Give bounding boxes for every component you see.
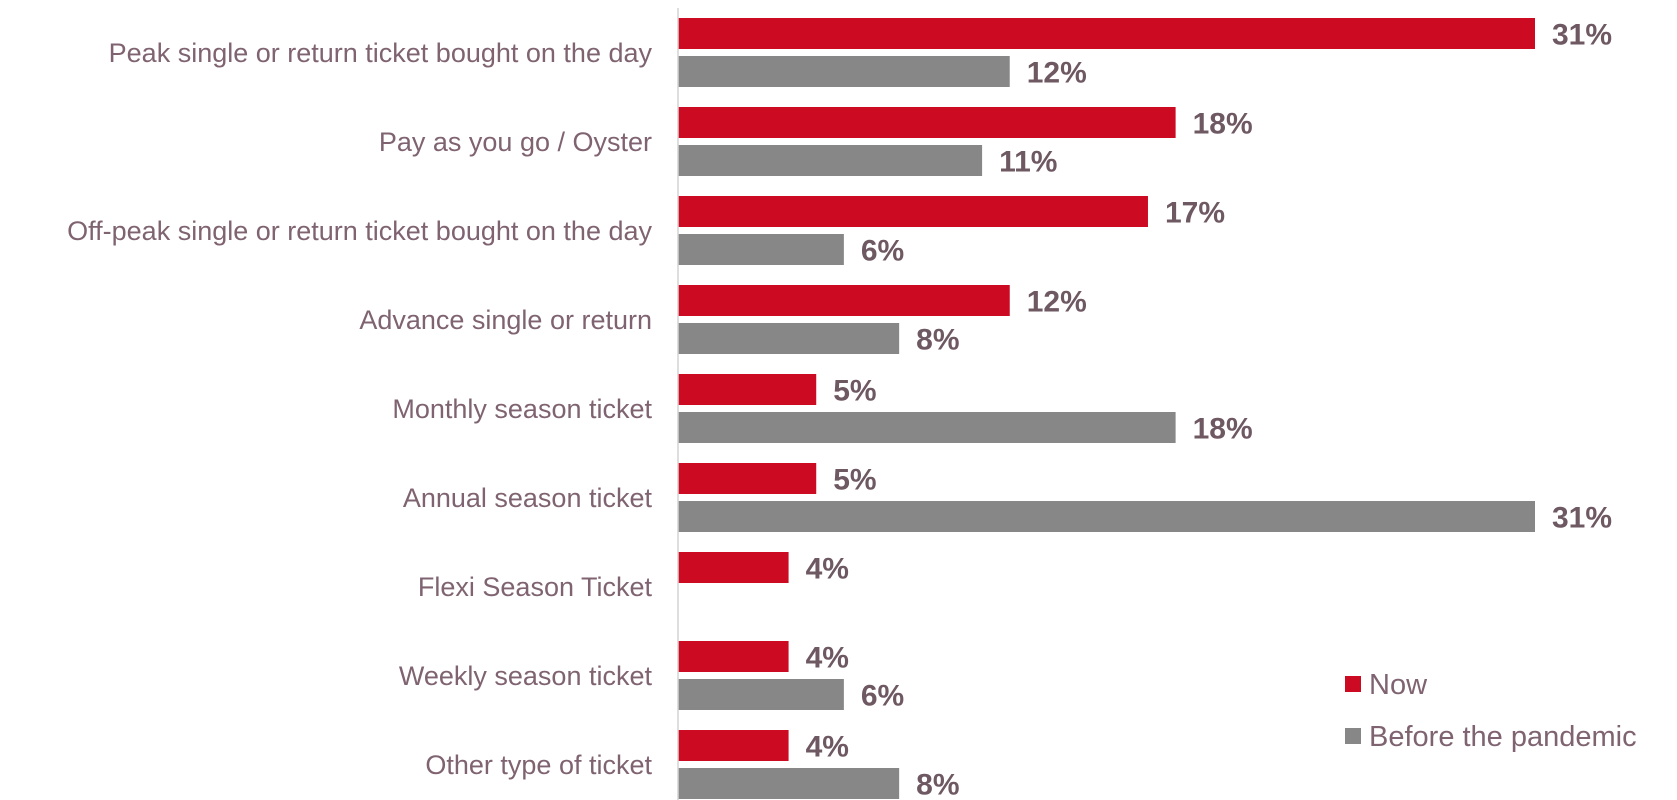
category-label-annual-season-ticket: Annual season ticket bbox=[403, 483, 653, 513]
data-label-before-the-pandemic-advance-single-or-return: 8% bbox=[916, 324, 959, 357]
bar-before-the-pandemic-other-type-of-ticket bbox=[678, 768, 900, 799]
bar-before-the-pandemic-monthly-season-ticket bbox=[678, 412, 1176, 443]
bar-before-the-pandemic-weekly-season-ticket bbox=[678, 679, 844, 710]
data-label-before-the-pandemic-peak-single-or-return-ticket-bought-on-the-day: 12% bbox=[1027, 57, 1087, 90]
bar-now-flexi-season-ticket bbox=[678, 552, 789, 583]
data-label-now-flexi-season-ticket: 4% bbox=[806, 553, 849, 586]
data-label-before-the-pandemic-pay-as-you-go-oyster: 11% bbox=[999, 146, 1057, 179]
bar-before-the-pandemic-off-peak-single-or-return-ticket-bought-on-the-day bbox=[678, 234, 844, 265]
category-label-off-peak-single-or-return-ticket-bought-on-the-day: Off-peak single or return ticket bought … bbox=[67, 216, 652, 246]
data-label-now-annual-season-ticket: 5% bbox=[833, 464, 876, 497]
bar-before-the-pandemic-peak-single-or-return-ticket-bought-on-the-day bbox=[678, 56, 1010, 87]
bar-now-peak-single-or-return-ticket-bought-on-the-day bbox=[678, 18, 1535, 49]
category-label-advance-single-or-return: Advance single or return bbox=[359, 305, 652, 335]
data-label-before-the-pandemic-other-type-of-ticket: 8% bbox=[916, 769, 959, 800]
data-label-now-off-peak-single-or-return-ticket-bought-on-the-day: 17% bbox=[1165, 197, 1225, 230]
data-label-now-monthly-season-ticket: 5% bbox=[833, 375, 876, 408]
bars-layer bbox=[678, 18, 1535, 799]
data-label-before-the-pandemic-monthly-season-ticket: 18% bbox=[1193, 413, 1253, 446]
data-label-before-the-pandemic-weekly-season-ticket: 6% bbox=[861, 680, 904, 713]
bar-now-annual-season-ticket bbox=[678, 463, 817, 494]
category-label-pay-as-you-go-oyster: Pay as you go / Oyster bbox=[379, 127, 652, 157]
bar-before-the-pandemic-annual-season-ticket bbox=[678, 501, 1535, 532]
category-label-other-type-of-ticket: Other type of ticket bbox=[425, 750, 652, 780]
category-label-flexi-season-ticket: Flexi Season Ticket bbox=[418, 572, 653, 602]
bar-now-other-type-of-ticket bbox=[678, 730, 789, 761]
legend-swatch-before-pandemic bbox=[1345, 728, 1361, 744]
legend-label-before-pandemic: Before the pandemic bbox=[1369, 721, 1637, 753]
category-label-weekly-season-ticket: Weekly season ticket bbox=[399, 661, 653, 691]
category-label-peak-single-or-return-ticket-bought-on-the-day: Peak single or return ticket bought on t… bbox=[109, 38, 653, 68]
data-label-now-weekly-season-ticket: 4% bbox=[806, 642, 849, 675]
bar-now-weekly-season-ticket bbox=[678, 641, 789, 672]
bar-now-off-peak-single-or-return-ticket-bought-on-the-day bbox=[678, 196, 1148, 227]
legend-swatch-now bbox=[1345, 676, 1361, 692]
data-label-now-advance-single-or-return: 12% bbox=[1027, 286, 1087, 319]
data-label-now-peak-single-or-return-ticket-bought-on-the-day: 31% bbox=[1552, 19, 1612, 52]
data-label-now-pay-as-you-go-oyster: 18% bbox=[1193, 108, 1253, 141]
data-label-before-the-pandemic-off-peak-single-or-return-ticket-bought-on-the-day: 6% bbox=[861, 235, 904, 268]
bar-before-the-pandemic-pay-as-you-go-oyster bbox=[678, 145, 983, 176]
data-label-now-other-type-of-ticket: 4% bbox=[806, 731, 849, 764]
bar-now-advance-single-or-return bbox=[678, 285, 1010, 316]
category-label-monthly-season-ticket: Monthly season ticket bbox=[392, 394, 652, 424]
bar-now-monthly-season-ticket bbox=[678, 374, 817, 405]
bar-now-pay-as-you-go-oyster bbox=[678, 107, 1176, 138]
labels-layer: Peak single or return ticket bought on t… bbox=[67, 19, 1612, 800]
legend: Now Before the pandemic bbox=[1345, 669, 1637, 753]
legend-label-now: Now bbox=[1369, 669, 1428, 701]
bar-before-the-pandemic-advance-single-or-return bbox=[678, 323, 900, 354]
data-label-before-the-pandemic-annual-season-ticket: 31% bbox=[1552, 502, 1612, 535]
